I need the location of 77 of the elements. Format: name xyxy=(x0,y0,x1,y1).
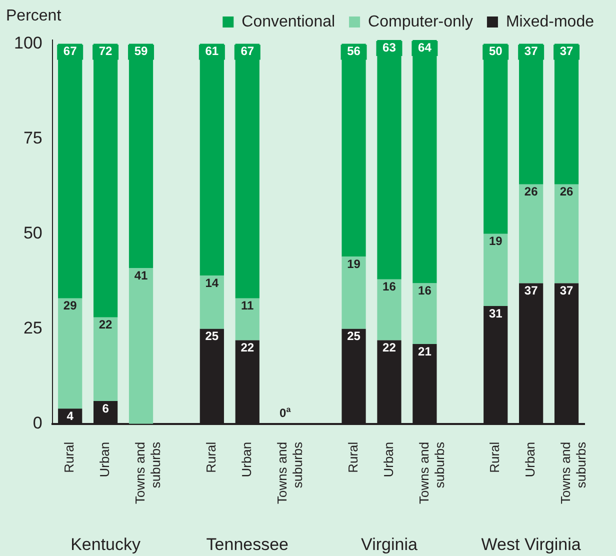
bar xyxy=(484,44,508,234)
x-tick-label: Rural xyxy=(62,442,77,473)
data-label: 21 xyxy=(418,344,432,358)
data-label: 11 xyxy=(241,298,254,313)
x-tick-label: Towns and suburbs xyxy=(274,441,306,504)
data-label: 56 xyxy=(347,44,361,58)
bar xyxy=(342,44,366,257)
y-tick-label: 75 xyxy=(23,128,42,148)
x-tick-label: Towns and suburbs xyxy=(416,441,447,504)
data-label: 31 xyxy=(488,306,503,320)
bar xyxy=(484,234,508,306)
x-tick-label: Urban xyxy=(97,442,112,478)
bar xyxy=(554,184,579,284)
bar xyxy=(342,256,366,329)
data-label: 59 xyxy=(134,44,148,58)
x-tick-label: Urban xyxy=(522,442,538,478)
bar xyxy=(94,317,118,402)
data-label: 25 xyxy=(347,329,361,344)
data-label: 37 xyxy=(560,284,574,298)
data-label: 26 xyxy=(524,184,538,199)
legend-label: Computer-only xyxy=(368,13,473,30)
text: Kentucky xyxy=(70,535,142,554)
bar xyxy=(377,40,402,280)
bar xyxy=(200,276,224,329)
bar xyxy=(519,184,544,284)
x-tick-label: Towns and suburbs xyxy=(558,441,589,504)
data-label: 14 xyxy=(205,276,219,290)
bar xyxy=(58,298,82,409)
data-label: 63 xyxy=(382,40,396,54)
y-tick-label: 0 xyxy=(32,414,42,433)
data-label: 61 xyxy=(205,44,219,58)
y-tick-label: 50 xyxy=(23,224,42,243)
data-label: 72 xyxy=(98,44,113,58)
data-label: 37 xyxy=(524,44,538,58)
bar xyxy=(94,44,118,318)
data-label: 37 xyxy=(560,44,574,58)
bar xyxy=(377,279,402,340)
x-tick-label: Towns and suburbs xyxy=(132,441,164,504)
bar xyxy=(200,44,224,276)
x-tick-label: Urban xyxy=(380,442,396,478)
x-tick-label: Rural xyxy=(204,442,219,473)
data-label: 22 xyxy=(98,318,113,332)
data-label: 67 xyxy=(63,44,78,58)
data-label: 25 xyxy=(205,329,219,344)
legend-label: Conventional xyxy=(242,13,336,30)
data-label: 26 xyxy=(560,184,574,199)
bar xyxy=(128,44,154,268)
x-tick-label: Rural xyxy=(345,442,360,473)
bar xyxy=(412,283,437,344)
data-label: 22 xyxy=(382,340,396,355)
data-label: 19 xyxy=(347,256,361,271)
x-tick-label: Urban xyxy=(238,442,254,478)
data-label: 29 xyxy=(63,298,78,313)
bar xyxy=(235,44,260,298)
data-label: 37 xyxy=(524,284,538,298)
bar xyxy=(128,268,154,424)
y-axis-title: Percent xyxy=(6,7,62,24)
bar xyxy=(235,298,260,340)
text: West Virginia xyxy=(481,535,582,554)
data-label: 4 xyxy=(66,408,74,423)
text: Virginia xyxy=(361,535,418,554)
bar xyxy=(58,44,82,298)
data-label: 16 xyxy=(418,284,432,298)
bar xyxy=(412,40,437,284)
data-label: 41 xyxy=(134,268,148,282)
data-label: 67 xyxy=(240,44,254,58)
data-label: 50 xyxy=(488,44,503,58)
y-tick-label: 100 xyxy=(14,33,42,52)
data-label: 22 xyxy=(240,340,254,355)
x-tick-label: Rural xyxy=(487,442,502,473)
data-label: 6 xyxy=(102,401,110,416)
data-label: 64 xyxy=(418,40,432,54)
y-tick-label: 25 xyxy=(23,318,42,338)
data-label: 16 xyxy=(382,280,396,294)
legend-label: Mixed-mode xyxy=(506,13,594,30)
data-label: 19 xyxy=(488,234,503,248)
text: Tennessee xyxy=(206,535,289,554)
